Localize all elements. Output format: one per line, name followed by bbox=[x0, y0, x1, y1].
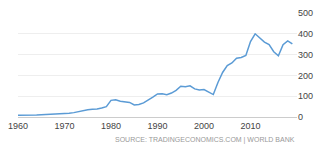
svg-text:1990: 1990 bbox=[147, 121, 167, 131]
svg-text:100: 100 bbox=[298, 91, 313, 101]
svg-text:300: 300 bbox=[298, 50, 313, 60]
svg-text:2010: 2010 bbox=[240, 121, 260, 131]
svg-text:500: 500 bbox=[298, 8, 313, 18]
svg-text:200: 200 bbox=[298, 71, 313, 81]
svg-text:0: 0 bbox=[298, 112, 303, 122]
svg-text:2000: 2000 bbox=[194, 121, 214, 131]
svg-text:400: 400 bbox=[298, 29, 313, 39]
svg-text:1960: 1960 bbox=[8, 121, 28, 131]
svg-text:SOURCE: TRADINGECONOMICS.COM |: SOURCE: TRADINGECONOMICS.COM | WORLD BAN… bbox=[115, 136, 295, 144]
svg-text:1980: 1980 bbox=[101, 121, 121, 131]
svg-text:1970: 1970 bbox=[54, 121, 74, 131]
